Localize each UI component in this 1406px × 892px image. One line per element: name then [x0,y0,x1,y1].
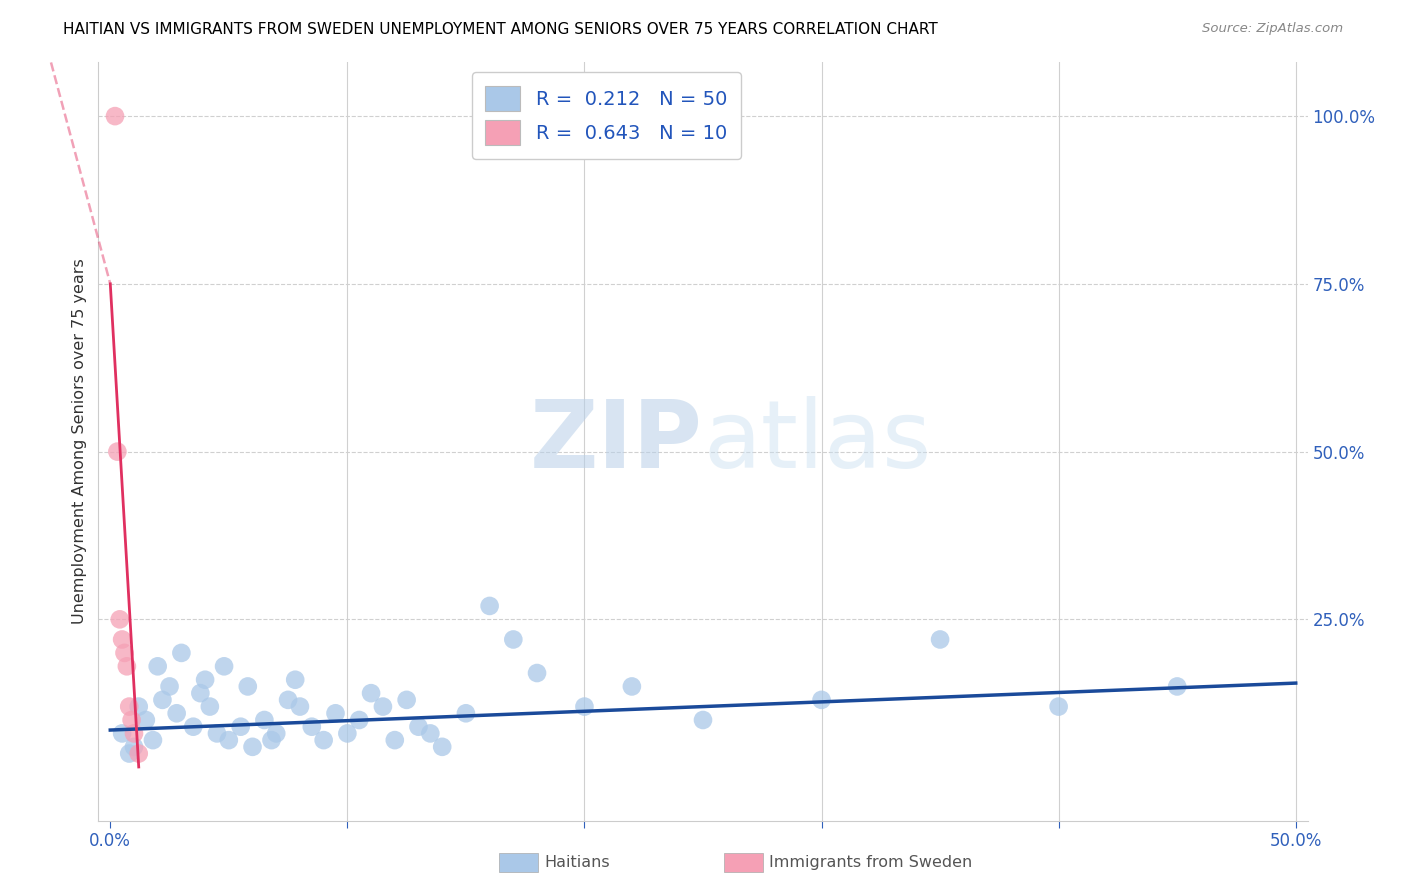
Point [325,706,347,721]
Point [384,733,406,747]
Point [181,720,204,734]
Point [454,706,477,721]
Point [929,632,952,647]
Point [478,599,501,613]
Point [198,699,221,714]
Point [218,733,240,747]
Point [432,739,454,754]
Text: atlas: atlas [703,395,931,488]
Y-axis label: Unemployment Among Seniors over 75 years: Unemployment Among Seniors over 75 years [72,259,87,624]
Point [212,659,235,673]
Point [1166,680,1188,694]
Point [152,693,174,707]
Point [371,699,394,714]
Point [159,680,181,694]
Point [115,659,138,673]
Point [360,686,382,700]
Point [122,726,145,740]
Point [502,632,524,647]
Point [284,673,307,687]
Point [128,699,150,714]
Text: ZIP: ZIP [530,395,703,488]
Point [260,733,283,747]
Point [111,726,134,740]
Point [128,747,150,761]
Text: Haitians: Haitians [544,855,610,870]
Point [146,659,169,673]
Point [236,680,259,694]
Point [574,699,596,714]
Point [205,726,228,740]
Point [118,747,141,761]
Point [301,720,323,734]
Point [111,632,134,647]
Point [408,720,430,734]
Point [347,713,370,727]
Point [122,739,145,754]
Point [190,686,212,700]
Point [121,713,143,727]
Point [1047,699,1070,714]
Point [114,646,136,660]
Point [108,612,131,626]
Point [229,720,252,734]
Point [620,680,643,694]
Point [104,109,127,123]
Point [142,733,165,747]
Point [810,693,832,707]
Point [166,706,188,721]
Point [312,733,335,747]
Point [336,726,359,740]
Point [105,444,128,458]
Point [395,693,418,707]
Text: Source: ZipAtlas.com: Source: ZipAtlas.com [1202,22,1343,36]
Text: Immigrants from Sweden: Immigrants from Sweden [769,855,973,870]
Point [419,726,441,740]
Text: HAITIAN VS IMMIGRANTS FROM SWEDEN UNEMPLOYMENT AMONG SENIORS OVER 75 YEARS CORRE: HAITIAN VS IMMIGRANTS FROM SWEDEN UNEMPL… [63,22,938,37]
Point [253,713,276,727]
Point [242,739,264,754]
Point [170,646,193,660]
Point [264,726,287,740]
Point [526,666,548,681]
Point [288,699,311,714]
Point [692,713,714,727]
Point [277,693,299,707]
Point [135,713,157,727]
Point [118,699,141,714]
Legend: R =  0.212   N = 50, R =  0.643   N = 10: R = 0.212 N = 50, R = 0.643 N = 10 [471,72,741,159]
Point [194,673,217,687]
